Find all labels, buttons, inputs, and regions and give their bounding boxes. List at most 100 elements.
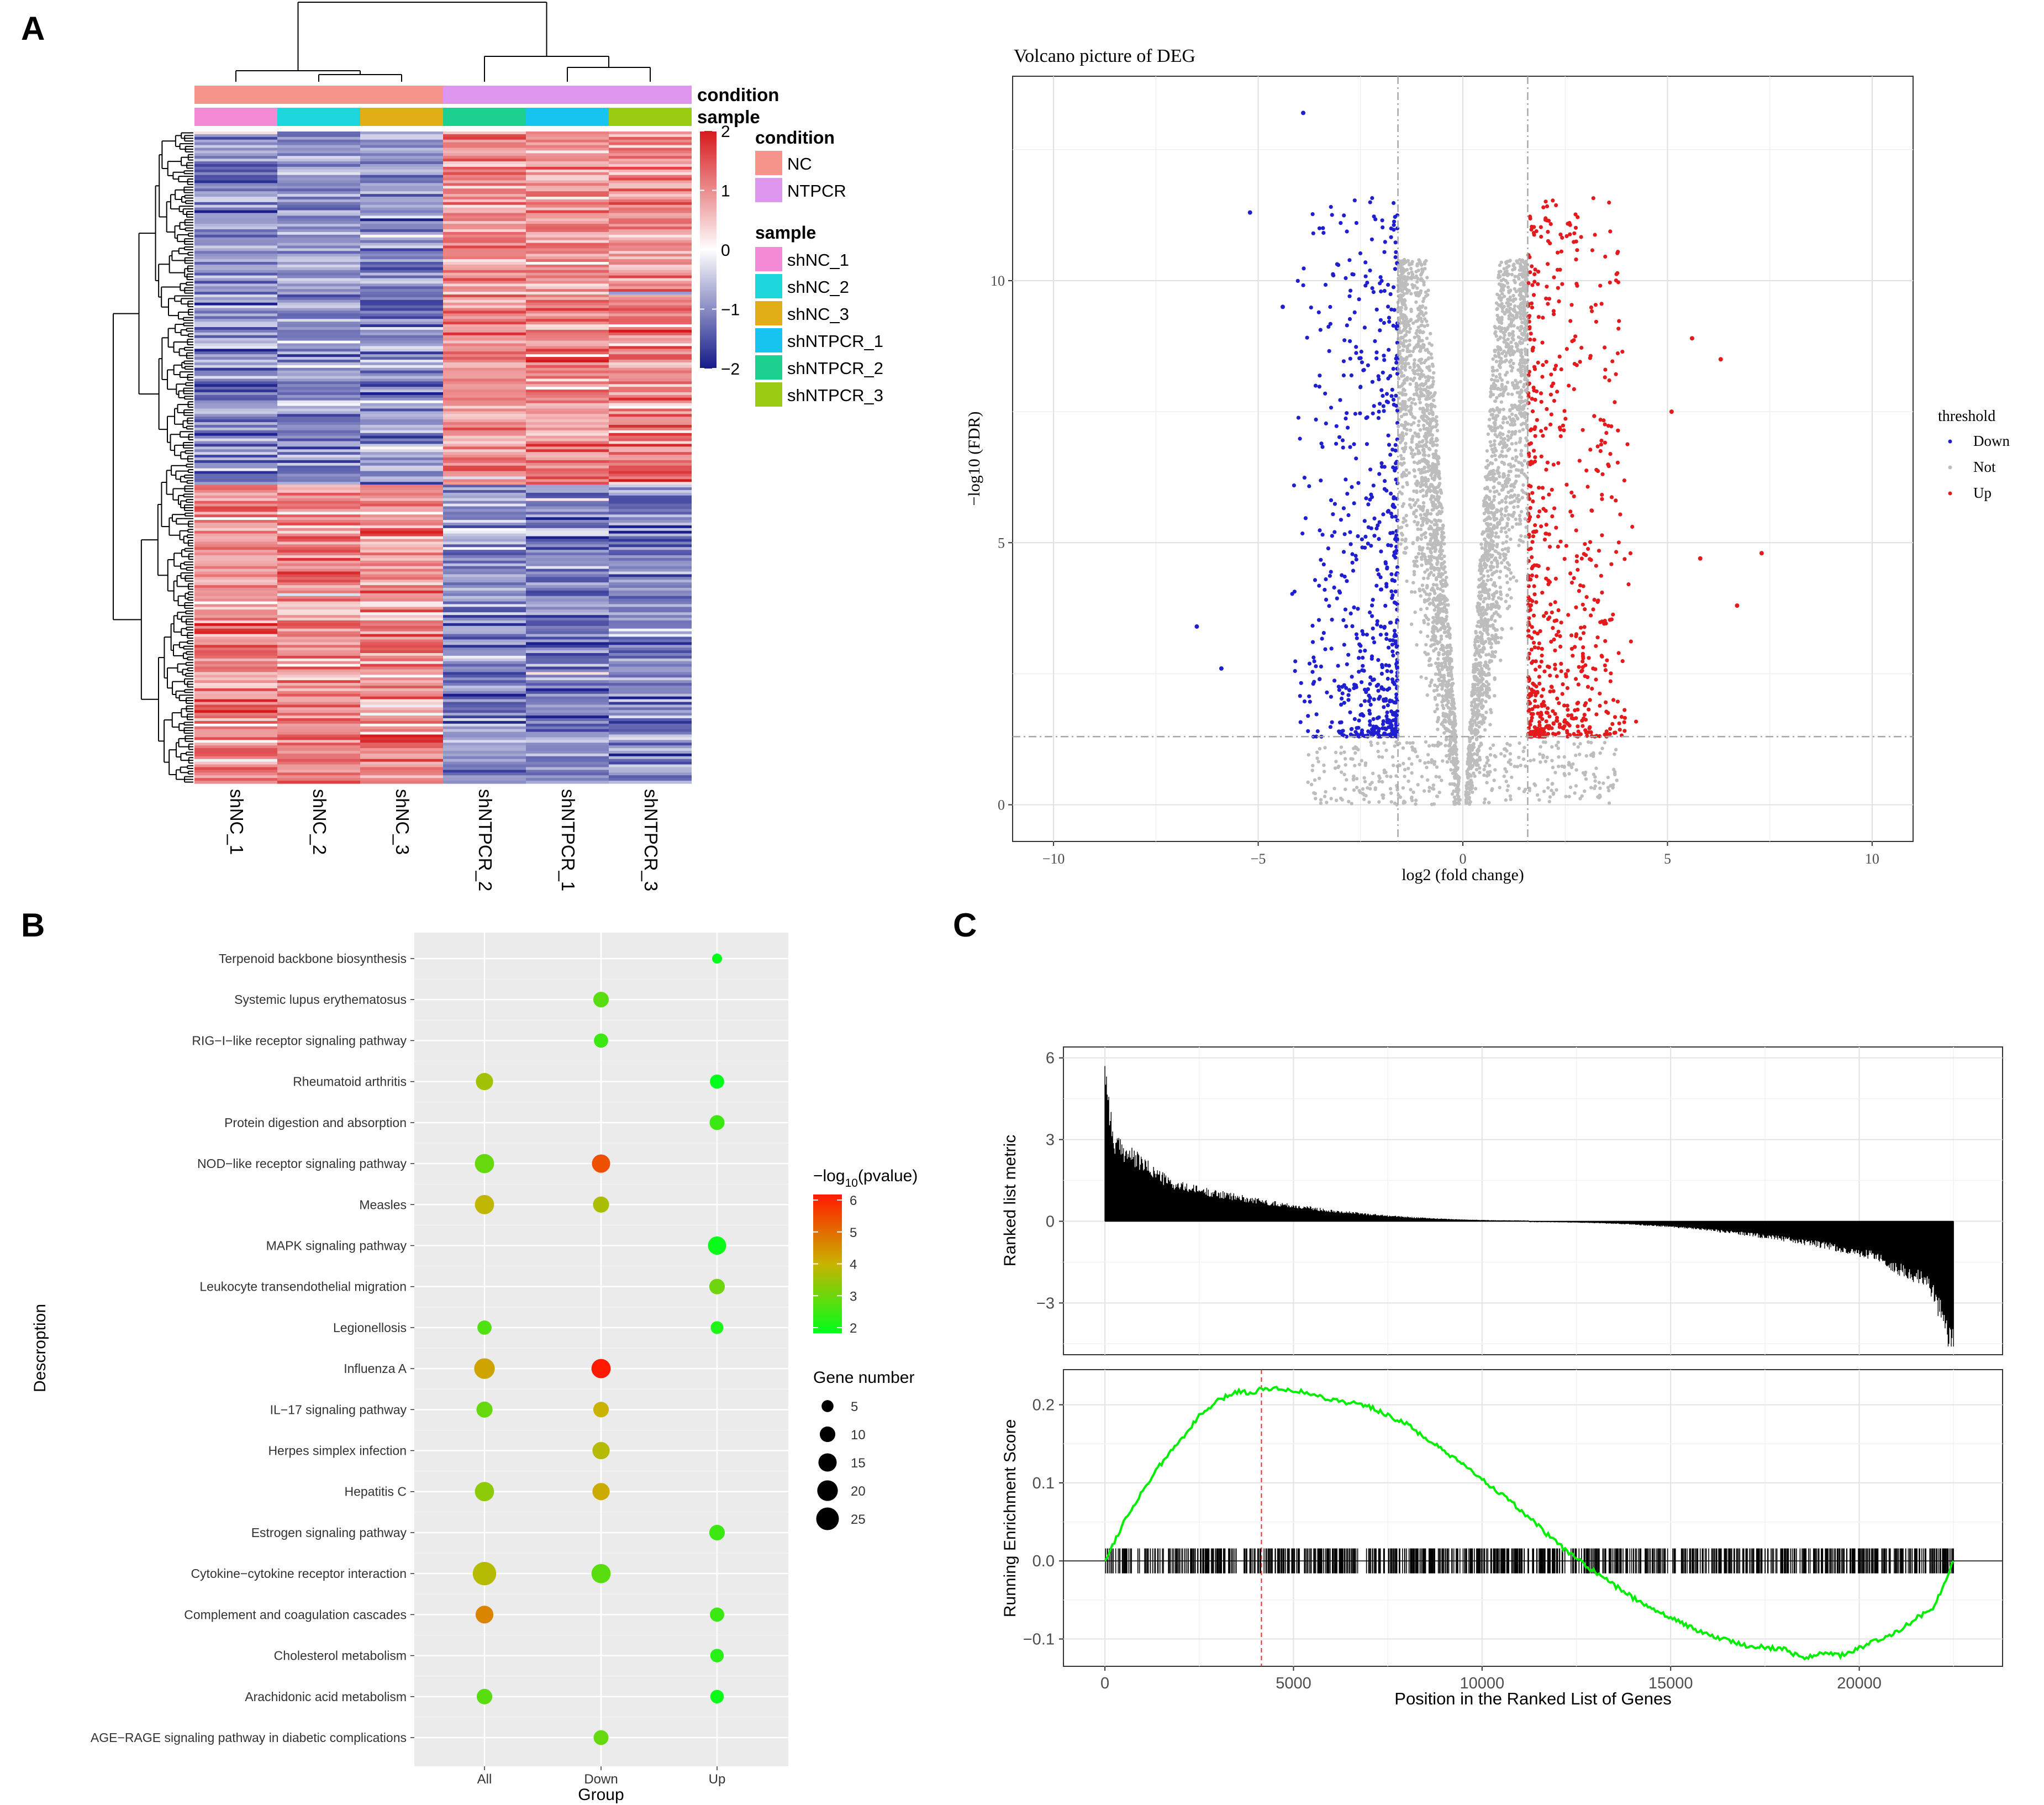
heatmap-cell <box>277 618 360 621</box>
heatmap-cell <box>360 131 443 135</box>
heatmap-cell <box>443 272 526 276</box>
heatmap-cell <box>277 468 360 472</box>
heatmap-cell <box>443 743 526 746</box>
heatmap-cell <box>360 281 443 284</box>
volcano-point-not <box>1519 534 1523 538</box>
heatmap-cell <box>609 625 692 629</box>
volcano-point-not <box>1412 421 1416 425</box>
volcano-point-not <box>1413 611 1417 614</box>
heatmap-cell <box>194 560 277 564</box>
heatmap-cell <box>277 243 360 246</box>
heatmap-cell <box>194 403 277 407</box>
heatmap-cell <box>526 566 609 570</box>
heatmap-cell <box>277 710 360 713</box>
volcano-point-not <box>1502 462 1506 466</box>
heatmap-cell <box>277 156 360 159</box>
heatmap-cell <box>194 139 277 143</box>
heatmap-cell <box>194 449 277 452</box>
heatmap-cell <box>526 631 609 635</box>
heatmap-cell <box>360 357 443 360</box>
volcano-point-not <box>1504 278 1508 283</box>
heatmap-cell <box>443 686 526 689</box>
heatmap-cell <box>277 275 360 279</box>
heatmap-cell <box>526 571 609 575</box>
heatmap-cell <box>443 523 526 526</box>
heatmap-cell <box>443 394 526 398</box>
volcano-point-not <box>1415 280 1419 284</box>
volcano-point-not <box>1503 526 1506 530</box>
heatmap-cell <box>277 197 360 200</box>
volcano-point-not <box>1413 452 1417 456</box>
heatmap-cell <box>194 229 277 233</box>
volcano-point-not <box>1489 501 1494 504</box>
heatmap-cell <box>526 349 609 352</box>
heatmap-cell <box>360 661 443 665</box>
volcano-point-not <box>1513 287 1516 291</box>
heatmap-cell <box>609 666 692 670</box>
volcano-point-not <box>1520 496 1524 499</box>
heatmap-cell <box>526 759 609 762</box>
heatmap-cell <box>277 254 360 257</box>
heatmap-cell <box>609 381 692 385</box>
heatmap-cell <box>277 390 360 393</box>
heatmap-cell <box>609 699 692 703</box>
heatmap-cell <box>609 723 692 727</box>
heatmap-cell <box>443 243 526 246</box>
heatmap-cell <box>277 403 360 407</box>
heatmap-cell <box>277 292 360 295</box>
heatmap-cell <box>360 199 443 203</box>
volcano-point-not <box>1412 572 1416 577</box>
volcano-point-not <box>1488 659 1492 663</box>
heatmap-cell <box>277 737 360 740</box>
heatmap-cell <box>360 373 443 377</box>
heatmap-cell <box>609 199 692 203</box>
volcano-point-not <box>1490 650 1494 654</box>
heatmap-cell <box>194 693 277 697</box>
heatmap-cell <box>360 455 443 458</box>
heatmap-cell <box>609 240 692 244</box>
volcano-point-not <box>1472 771 1476 775</box>
heatmap-cell <box>443 661 526 665</box>
volcano-point-not <box>1420 506 1424 510</box>
heatmap-cell <box>194 452 277 455</box>
volcano-point-not <box>1505 327 1509 331</box>
volcano-point-not <box>1440 661 1444 666</box>
heatmap-cell <box>443 403 526 407</box>
heatmap-cell <box>360 557 443 561</box>
heatmap-cell <box>609 227 692 230</box>
heatmap-cell <box>443 588 526 591</box>
volcano-point-not <box>1523 308 1527 312</box>
heatmap-cell <box>443 753 526 757</box>
volcano-point-not <box>1430 476 1434 480</box>
volcano-point-not <box>1449 687 1453 691</box>
heatmap-condition-cell <box>526 86 609 104</box>
heatmap-cell <box>443 547 526 550</box>
volcano-point-not <box>1434 519 1438 523</box>
heatmap-cell <box>360 759 443 762</box>
legend-swatch-sample <box>755 274 782 298</box>
volcano-point-not <box>1411 272 1415 276</box>
heatmap-cell <box>360 169 443 173</box>
volcano-point-not <box>1421 423 1426 428</box>
volcano-point-not <box>1512 505 1516 509</box>
heatmap-cell <box>277 544 360 548</box>
heatmap-cell <box>194 259 277 262</box>
heatmap-cell <box>194 680 277 683</box>
heatmap-cell <box>609 672 692 675</box>
volcano-point-not <box>1405 579 1409 583</box>
volcano-point-not <box>1503 565 1507 569</box>
heatmap-cell <box>443 427 526 431</box>
heatmap-cell <box>277 259 360 262</box>
volcano-point-not <box>1420 319 1424 323</box>
heatmap-cell <box>194 381 277 385</box>
heatmap-cell <box>609 593 692 597</box>
volcano-point-not <box>1423 414 1426 418</box>
volcano-point-not <box>1405 277 1409 281</box>
volcano-point-not <box>1493 349 1497 352</box>
volcano-point-not <box>1420 563 1424 567</box>
volcano-point-not <box>1512 511 1516 514</box>
heatmap-cell <box>609 183 692 186</box>
heatmap-cell <box>609 751 692 754</box>
heatmap-cell <box>443 462 526 466</box>
